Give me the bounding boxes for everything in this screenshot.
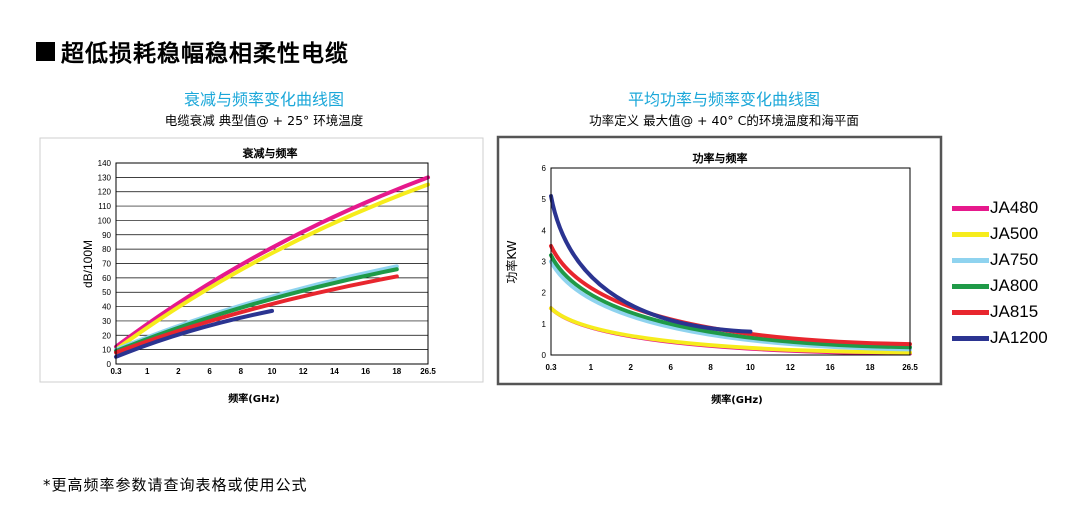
x-tick-label: 0.3 — [110, 367, 122, 376]
y-tick-label: 120 — [98, 188, 112, 197]
series-line-ja500 — [114, 182, 430, 352]
x-tick-label: 18 — [392, 367, 401, 376]
series-line-ja800 — [549, 253, 912, 350]
legend-swatch — [952, 309, 989, 315]
x-tick-label: 6 — [207, 367, 212, 376]
y-tick-label: 70 — [102, 260, 111, 269]
legend-label: JA480 — [990, 198, 1039, 217]
x-tick-label: 1 — [145, 367, 150, 376]
y-tick-label: 0 — [107, 360, 112, 369]
legend-label: JA815 — [990, 302, 1039, 321]
legend-swatch — [952, 283, 989, 289]
y-tick-label: 60 — [102, 274, 111, 283]
legend-label: JA750 — [990, 250, 1039, 269]
y-tick-label: 110 — [98, 202, 111, 211]
y-tick-label: 5 — [542, 195, 547, 204]
legend-swatch — [952, 231, 989, 237]
series-line-ja1200 — [114, 308, 274, 359]
y-tick-label: 50 — [102, 288, 111, 297]
y-tick-label: 40 — [102, 303, 111, 312]
y-tick-label: 80 — [102, 245, 111, 254]
series-line-ja815 — [114, 274, 399, 355]
y-tick-label: 90 — [102, 231, 111, 240]
x-tick-label: 2 — [629, 363, 634, 372]
x-tick-label: 16 — [361, 367, 370, 376]
chart1-xlabel: 频率(GHz) — [228, 392, 280, 405]
x-tick-label: 14 — [330, 367, 339, 376]
chart1-ylabel: dB/100M — [81, 240, 95, 288]
y-tick-label: 0 — [542, 351, 547, 360]
legend-item-ja750: JA750 — [952, 250, 1038, 270]
x-tick-label: 1 — [589, 363, 594, 372]
y-tick-label: 100 — [98, 216, 112, 225]
series-line-ja800 — [114, 267, 399, 354]
x-tick-label: 26.5 — [420, 367, 436, 376]
x-tick-label: 8 — [708, 363, 713, 372]
chart2-ylabel: 功率KW — [504, 240, 519, 283]
x-tick-label: 2 — [176, 367, 181, 376]
chart2-plot-frame — [550, 167, 911, 356]
y-tick-label: 4 — [542, 226, 547, 235]
y-tick-label: 6 — [542, 164, 547, 173]
x-tick-label: 0.3 — [545, 363, 557, 372]
y-tick-label: 2 — [542, 289, 547, 298]
chart1-title: 衰减与频率 — [242, 146, 298, 160]
chart2-subheading: 功率定义 最大值@ + 40° C的环境温度和海平面 — [589, 113, 859, 128]
chart1-plot-frame — [115, 162, 429, 365]
square-bullet-icon — [36, 41, 55, 61]
legend-item-ja815: JA815 — [952, 302, 1038, 322]
x-tick-label: 12 — [299, 367, 308, 376]
x-tick-label: 18 — [866, 363, 875, 372]
series-line-ja750 — [549, 259, 912, 352]
page-heading: 超低损耗稳幅稳相柔性电缆 — [36, 34, 349, 68]
x-tick-label: 26.5 — [902, 363, 918, 372]
y-tick-label: 20 — [102, 331, 111, 340]
y-tick-label: 130 — [98, 173, 112, 182]
legend-item-ja480: JA480 — [952, 198, 1038, 218]
chart2-title: 功率与频率 — [693, 151, 748, 165]
series-line-ja1200 — [549, 194, 753, 334]
x-tick-label: 8 — [239, 367, 244, 376]
legend-item-ja500: JA500 — [952, 224, 1038, 244]
chart1: 衰减与频率 频率(GHz) dB/100M 0 10 20 30 40 50 60 70 80 9… — [81, 146, 436, 405]
x-tick-label: 10 — [268, 367, 277, 376]
x-tick-label: 10 — [746, 363, 755, 372]
y-tick-label: 3 — [542, 258, 547, 267]
x-tick-label: 16 — [826, 363, 835, 372]
chart2-heading: 平均功率与频率变化曲线图 — [627, 90, 820, 109]
series-line-ja500 — [549, 306, 912, 355]
chart1-heading: 衰减与频率变化曲线图 — [183, 90, 344, 109]
legend-item-ja800: JA800 — [952, 276, 1038, 296]
page-heading-text: 超低损耗稳幅稳相柔性电缆 — [61, 41, 349, 67]
footnote: *更高频率参数请查询表格或使用公式 — [43, 476, 308, 494]
legend-item-ja1200: JA1200 — [952, 328, 1048, 348]
y-tick-label: 30 — [102, 317, 111, 326]
legend-label: JA800 — [990, 276, 1039, 295]
x-tick-label: 6 — [668, 363, 673, 372]
legend-swatch — [952, 205, 989, 211]
series-line-ja480 — [114, 175, 430, 349]
legend-swatch — [952, 335, 989, 341]
y-tick-label: 1 — [542, 320, 547, 329]
chart2-xlabel: 频率(GHz) — [711, 393, 763, 406]
y-tick-label: 10 — [102, 346, 111, 355]
legend-label: JA500 — [990, 224, 1039, 243]
x-tick-label: 12 — [786, 363, 795, 372]
chart1-subheading: 电缆衰减 典型值@ + 25° 环境温度 — [164, 113, 364, 128]
legend-label: JA1200 — [990, 328, 1048, 347]
y-tick-label: 140 — [98, 159, 112, 168]
legend-swatch — [952, 257, 989, 263]
